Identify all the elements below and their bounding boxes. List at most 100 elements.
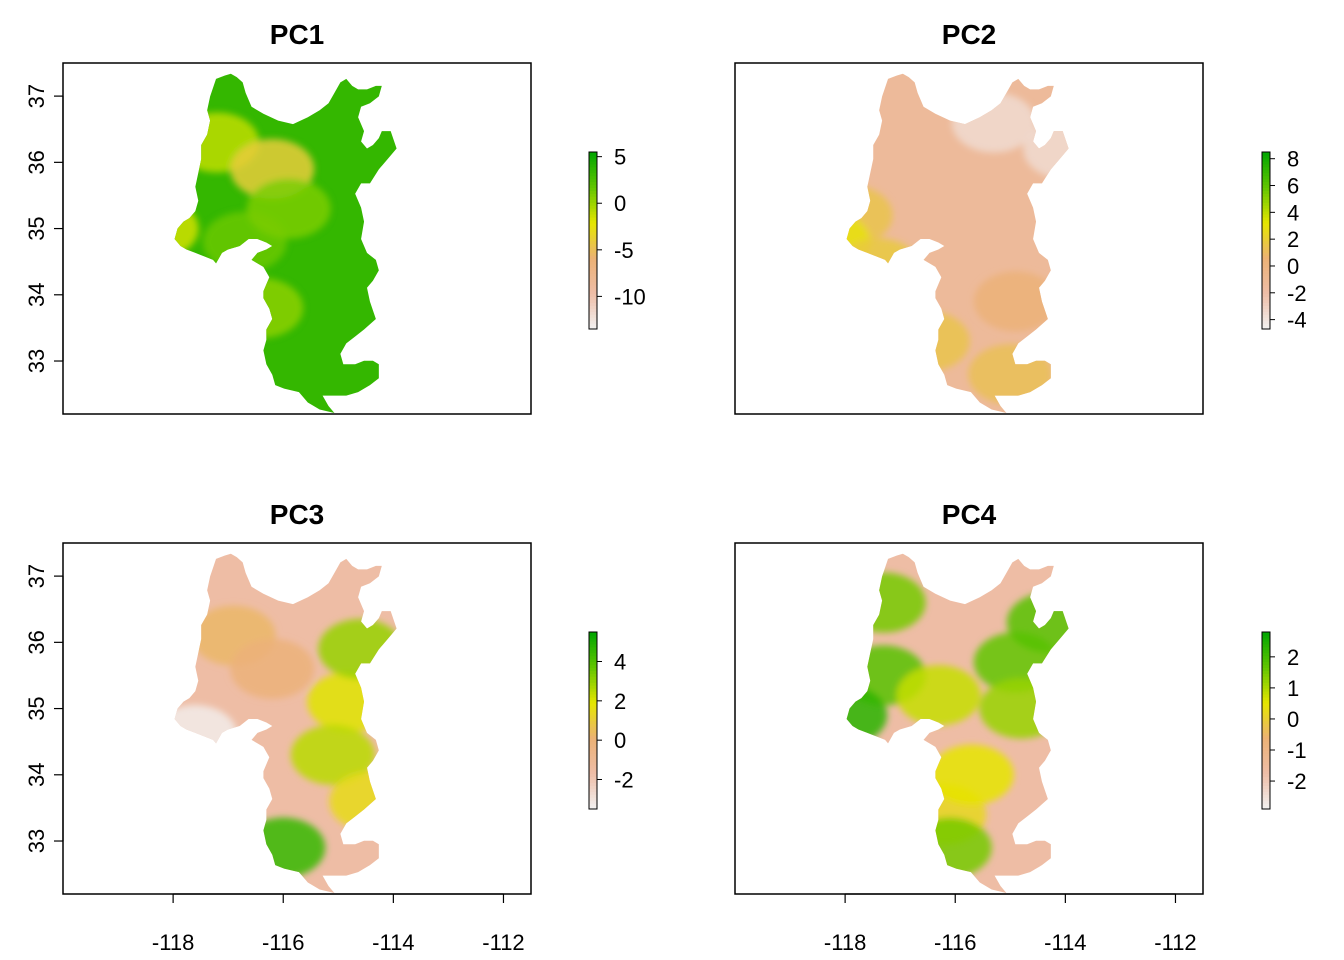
legend-swatch (589, 767, 597, 772)
legend-swatch (589, 797, 597, 801)
legend-swatch (589, 640, 597, 645)
legend-swatch (1262, 776, 1270, 781)
legend-swatch (1262, 225, 1270, 230)
raster-patch (846, 238, 921, 299)
legend-swatch (1262, 222, 1270, 227)
panel-pc4: PC4 -118 -116 -114 -112 2 1 0 -1 -2 (734, 499, 1307, 955)
legend-swatch (1262, 758, 1270, 763)
legend-frame (1261, 151, 1271, 330)
legend-swatch (589, 284, 597, 289)
legend-swatch (1262, 782, 1270, 786)
legend-tick-label: 8 (1287, 147, 1299, 172)
y-tick-label: 36 (24, 150, 49, 174)
legend-swatch (1262, 773, 1270, 778)
legend-swatch (1262, 717, 1270, 722)
legend-swatch (589, 770, 597, 775)
legend-swatch (1262, 199, 1270, 203)
legend-swatch (589, 773, 597, 778)
legend-swatch (589, 764, 597, 769)
legend-tick-label: 4 (1287, 200, 1299, 225)
legend-swatch (1262, 723, 1270, 727)
legend-swatch (1262, 175, 1270, 180)
legend-swatch (589, 326, 597, 330)
legend-swatch (589, 699, 597, 704)
raster-base (846, 73, 1069, 413)
legend-swatch (589, 190, 597, 194)
legend-swatch (1262, 252, 1270, 256)
legend-swatch (589, 785, 597, 789)
legend-swatch (1262, 211, 1270, 215)
legend-swatch (1262, 800, 1270, 804)
legend-swatch (1262, 658, 1270, 663)
x-tick-label: -114 (372, 930, 414, 955)
legend-swatch (1262, 788, 1270, 792)
raster-patch (219, 278, 304, 339)
legend-swatch (1262, 249, 1270, 253)
legend-swatch (589, 211, 597, 215)
raster-plot (174, 73, 397, 413)
x-tick-label: -116 (934, 930, 976, 955)
panel-pc1: PC1 33 34 35 36 37 5 0 -5 -10 (24, 19, 646, 415)
legend-swatch (1262, 305, 1270, 309)
legend-swatch (1262, 240, 1270, 245)
legend-tick-label: 2 (614, 689, 626, 714)
raster-patch (846, 572, 926, 633)
legend-swatch (1262, 246, 1270, 250)
raster-patch (174, 198, 199, 259)
y-tick-label: 34 (24, 283, 49, 307)
raster-patch (241, 817, 326, 878)
legend-swatch (589, 806, 597, 810)
color-legend: 4 2 0 -2 (588, 631, 634, 810)
legend-swatch (589, 711, 597, 716)
legend-swatch (589, 187, 597, 191)
legend-swatch (589, 317, 597, 321)
raster-plot (174, 553, 397, 893)
legend-swatch (589, 234, 597, 239)
legend-swatch (1262, 219, 1270, 224)
legend-swatch (1262, 744, 1270, 748)
y-tick-label: 37 (24, 84, 49, 108)
legend-tick-label: 0 (1287, 707, 1299, 732)
raster-plot (846, 553, 1069, 893)
legend-swatch (589, 166, 597, 171)
legend-swatch (1262, 296, 1270, 301)
legend-swatch (1262, 272, 1270, 277)
legend-swatch (589, 272, 597, 277)
legend-swatch (589, 249, 597, 253)
legend-swatch (589, 803, 597, 807)
panel-title: PC1 (270, 19, 324, 50)
legend-swatch (589, 729, 597, 733)
legend-swatch (1262, 193, 1270, 197)
legend-swatch (1262, 708, 1270, 713)
legend-swatch (1262, 258, 1270, 262)
y-tick-label: 33 (24, 829, 49, 853)
legend-swatch (1262, 699, 1270, 704)
legend-swatch (1262, 632, 1270, 636)
legend-swatch (589, 308, 597, 312)
y-tick-label: 33 (24, 349, 49, 373)
legend-swatch (589, 225, 597, 230)
legend-swatch (1262, 779, 1270, 784)
legend-swatch (1262, 184, 1270, 188)
legend-swatch (1262, 231, 1270, 236)
legend-swatch (1262, 667, 1270, 671)
legend-tick-label: 0 (614, 728, 626, 753)
legend-tick-label: -2 (614, 768, 634, 793)
legend-swatch (589, 196, 597, 200)
legend-swatch (1262, 720, 1270, 725)
legend-swatch (1262, 213, 1270, 218)
legend-frame (1261, 631, 1271, 810)
legend-swatch (589, 202, 597, 206)
panel-title: PC3 (270, 499, 324, 530)
legend-swatch (1262, 735, 1270, 739)
y-tick-label: 35 (24, 696, 49, 720)
raster-patch (929, 744, 1014, 805)
legend-tick-label: 5 (614, 145, 626, 170)
legend-swatch (1262, 187, 1270, 191)
legend-frame (588, 151, 598, 330)
x-tick-label: -112 (1154, 930, 1196, 955)
legend-swatch (1262, 314, 1270, 318)
legend-swatch (1262, 178, 1270, 183)
legend-swatch (1262, 726, 1270, 730)
raster-patch (290, 724, 375, 785)
